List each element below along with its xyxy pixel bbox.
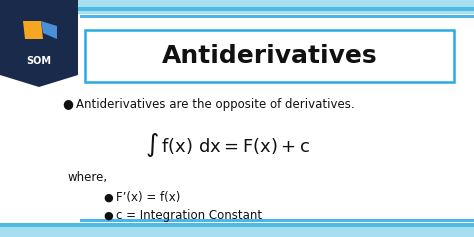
Bar [0,223,474,237]
Text: ●: ● [63,97,73,110]
Bar [80,219,474,222]
Text: ●: ● [103,193,113,203]
FancyBboxPatch shape [85,30,454,82]
Bar [0,0,474,14]
Text: c = Integration Constant: c = Integration Constant [116,210,262,223]
Text: Antiderivatives: Antiderivatives [162,44,377,68]
Bar [0,0,78,75]
Bar [80,15,474,18]
Polygon shape [41,21,57,39]
Polygon shape [23,21,43,39]
Bar [0,7,474,11]
Text: where,: where, [68,172,108,184]
Text: $\int\,$$\mathregular{f(x)\ dx = F(x) + c}$: $\int\,$$\mathregular{f(x)\ dx = F(x) + … [145,131,310,159]
Text: F’(x) = f(x): F’(x) = f(x) [116,191,181,205]
Text: SOM: SOM [27,56,52,66]
Text: ●: ● [103,211,113,221]
Bar [0,223,474,227]
Polygon shape [0,75,78,87]
Text: Antiderivatives are the opposite of derivatives.: Antiderivatives are the opposite of deri… [76,97,355,110]
